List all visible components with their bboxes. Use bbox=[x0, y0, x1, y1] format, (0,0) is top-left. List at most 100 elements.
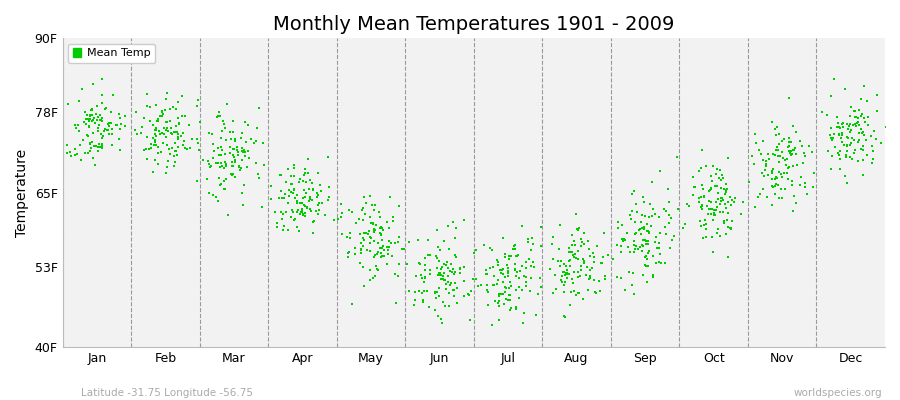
Point bbox=[504, 283, 518, 289]
Point bbox=[81, 118, 95, 124]
Point bbox=[781, 165, 796, 172]
Point bbox=[219, 161, 233, 167]
Point bbox=[112, 136, 126, 142]
Point bbox=[556, 269, 571, 276]
Point bbox=[840, 121, 854, 127]
Point bbox=[580, 264, 594, 270]
Point bbox=[284, 172, 299, 179]
Point bbox=[416, 297, 430, 303]
Point bbox=[700, 211, 715, 217]
Point bbox=[212, 152, 227, 158]
Point bbox=[554, 273, 569, 280]
Point bbox=[499, 296, 513, 302]
Point bbox=[256, 140, 270, 146]
Point bbox=[400, 261, 414, 267]
Point bbox=[662, 212, 677, 218]
Point bbox=[717, 218, 732, 224]
Point bbox=[418, 255, 432, 261]
Point bbox=[447, 235, 462, 242]
Point bbox=[714, 198, 728, 204]
Point bbox=[842, 113, 857, 119]
Point bbox=[161, 158, 176, 164]
Point bbox=[340, 234, 355, 240]
Point bbox=[789, 200, 804, 206]
Point bbox=[159, 96, 174, 102]
Point bbox=[214, 143, 229, 150]
Point bbox=[524, 246, 538, 253]
Point bbox=[555, 278, 570, 285]
Point bbox=[178, 113, 193, 119]
Point bbox=[483, 264, 498, 271]
Point bbox=[156, 140, 170, 146]
Point bbox=[447, 292, 462, 299]
Point bbox=[847, 108, 861, 114]
Point bbox=[786, 123, 800, 129]
Point bbox=[814, 109, 829, 115]
Point bbox=[166, 129, 181, 135]
Point bbox=[68, 122, 82, 129]
Point bbox=[219, 163, 233, 170]
Point bbox=[140, 103, 154, 110]
Point bbox=[423, 271, 437, 278]
Title: Monthly Mean Temperatures 1901 - 2009: Monthly Mean Temperatures 1901 - 2009 bbox=[273, 15, 674, 34]
Point bbox=[335, 210, 349, 216]
Point bbox=[94, 117, 108, 123]
Point bbox=[698, 217, 712, 223]
Point bbox=[695, 182, 709, 188]
Point bbox=[282, 187, 296, 194]
Point bbox=[485, 322, 500, 328]
Point bbox=[151, 150, 166, 156]
Point bbox=[137, 115, 151, 121]
Point bbox=[270, 220, 284, 226]
Point bbox=[526, 241, 541, 248]
Point bbox=[443, 268, 457, 274]
Point bbox=[562, 258, 576, 264]
Point bbox=[662, 245, 677, 251]
Point bbox=[219, 176, 233, 182]
Point bbox=[341, 249, 356, 256]
Point bbox=[392, 233, 406, 240]
Point bbox=[194, 119, 208, 126]
Point bbox=[256, 203, 270, 210]
Point bbox=[524, 263, 538, 270]
Point bbox=[437, 261, 452, 267]
Point bbox=[366, 238, 381, 244]
Point bbox=[481, 289, 495, 295]
Point bbox=[284, 180, 298, 187]
Point bbox=[274, 195, 289, 202]
Point bbox=[778, 186, 792, 192]
Point bbox=[576, 260, 590, 266]
Point bbox=[217, 165, 231, 171]
Point bbox=[564, 242, 579, 248]
Point bbox=[299, 179, 313, 186]
Point bbox=[503, 252, 517, 259]
Point bbox=[437, 238, 452, 244]
Point bbox=[448, 252, 463, 258]
Point bbox=[518, 273, 532, 280]
Point bbox=[94, 118, 109, 124]
Point bbox=[644, 213, 659, 220]
Point bbox=[860, 98, 874, 105]
Point bbox=[571, 274, 585, 280]
Point bbox=[832, 131, 846, 137]
Point bbox=[287, 195, 302, 201]
Point bbox=[140, 91, 154, 97]
Point bbox=[806, 170, 821, 176]
Point bbox=[68, 55, 83, 62]
Point bbox=[718, 191, 733, 197]
Point bbox=[582, 272, 597, 279]
Point bbox=[748, 204, 762, 210]
Point bbox=[562, 262, 577, 269]
Point bbox=[686, 174, 700, 180]
Point bbox=[314, 187, 328, 194]
Point bbox=[264, 182, 278, 189]
Point bbox=[805, 148, 819, 155]
Point bbox=[719, 187, 733, 193]
Point bbox=[854, 126, 868, 132]
Point bbox=[409, 289, 423, 296]
Point bbox=[321, 183, 336, 190]
Point bbox=[152, 113, 166, 120]
Point bbox=[302, 196, 317, 202]
Point bbox=[105, 92, 120, 98]
Point bbox=[631, 246, 645, 252]
